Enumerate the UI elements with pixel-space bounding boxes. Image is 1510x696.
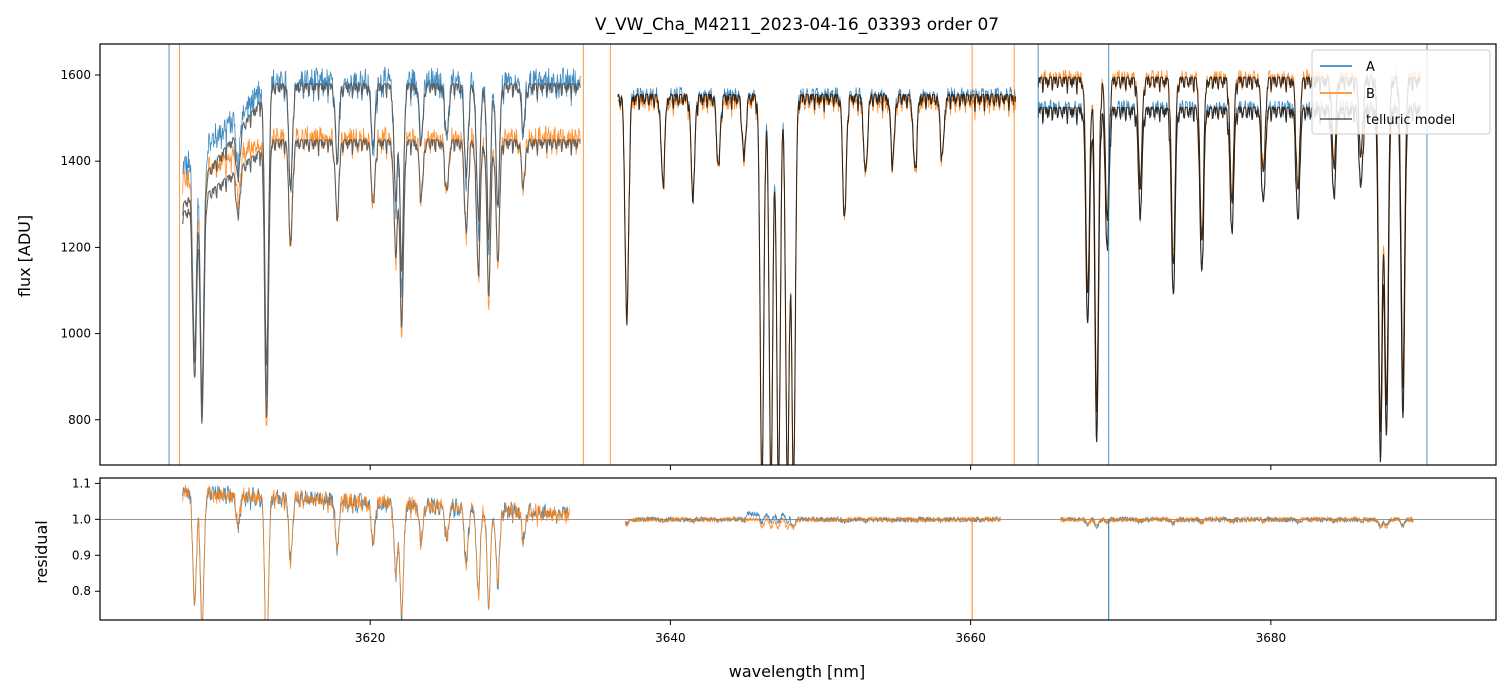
- legend-entry-b: B: [1320, 87, 1375, 102]
- x-tick-label-2: 3660: [955, 631, 986, 645]
- chart-title: V_VW_Cha_M4211_2023-04-16_03393 order 07: [595, 15, 999, 35]
- telluric-model-segment-0-b: [182, 137, 581, 424]
- residual-y-axis-label: residual: [32, 520, 51, 583]
- legend-entry-a: A: [1320, 60, 1375, 75]
- residual-y-tick-label-0: 0.8: [72, 584, 91, 598]
- residual-y-ticks: 0.8 0.9 1.0 1.1: [72, 476, 100, 598]
- telluric-model-segment-0: [182, 81, 581, 405]
- x-tick-label-0: 3620: [355, 631, 386, 645]
- residual-b-segment-0: [182, 484, 570, 620]
- flux-y-tick-label-0: 800: [68, 413, 91, 427]
- x-axis-label: wavelength [nm]: [729, 662, 866, 681]
- flux-axes-frame: [99, 43, 1497, 466]
- residual-plot-area: [100, 484, 1496, 620]
- telluric-model-segment-1: [617, 92, 1017, 465]
- flux-y-axis-label: flux [ADU]: [15, 215, 34, 297]
- flux-y-tick-label-4: 1600: [60, 68, 91, 82]
- x-tick-label-1: 3640: [655, 631, 686, 645]
- residual-axes-frame: [99, 477, 1497, 621]
- legend-label-telluric-model: telluric model: [1366, 113, 1455, 128]
- series-a-segment-0: [182, 66, 581, 411]
- x-tick-label-3: 3680: [1256, 631, 1287, 645]
- series-b-segment-1: [617, 92, 1016, 465]
- flux-y-tick-label-3: 1400: [60, 154, 91, 168]
- residual-y-tick-label-3: 1.1: [72, 476, 91, 490]
- flux-y-ticks: 800 1000 1200 1400 1600: [60, 68, 100, 427]
- flux-y-tick-label-2: 1200: [60, 240, 91, 254]
- residual-y-tick-label-1: 0.9: [72, 548, 91, 562]
- flux-panel: 800 1000 1200 1400 1600 flux [ADU] A B tellu…: [15, 43, 1497, 470]
- telluric-model-segment-2: [1037, 105, 1421, 463]
- flux-x-ticks: [369, 465, 1272, 470]
- legend: A B telluric model: [1311, 49, 1491, 135]
- legend-label-b: B: [1366, 87, 1375, 102]
- residual-b-segment-1: [625, 515, 1001, 531]
- residual-x-ticks: 3620 3640 3660 3680: [355, 620, 1286, 645]
- residual-y-tick-label-2: 1.0: [72, 512, 91, 526]
- flux-y-tick-label-1: 1000: [60, 327, 91, 341]
- series-a-segment-1: [617, 85, 1016, 465]
- flux-plot-area: [168, 44, 1428, 465]
- residual-b-segment-2: [1060, 515, 1414, 530]
- legend-frame: [1311, 49, 1491, 135]
- legend-entry-telluric-model: telluric model: [1320, 113, 1455, 128]
- legend-label-a: A: [1366, 60, 1375, 75]
- residual-panel: 3620 3640 3660 3680 0.8 0.9 1.0 1.1 residual w…: [32, 476, 1497, 681]
